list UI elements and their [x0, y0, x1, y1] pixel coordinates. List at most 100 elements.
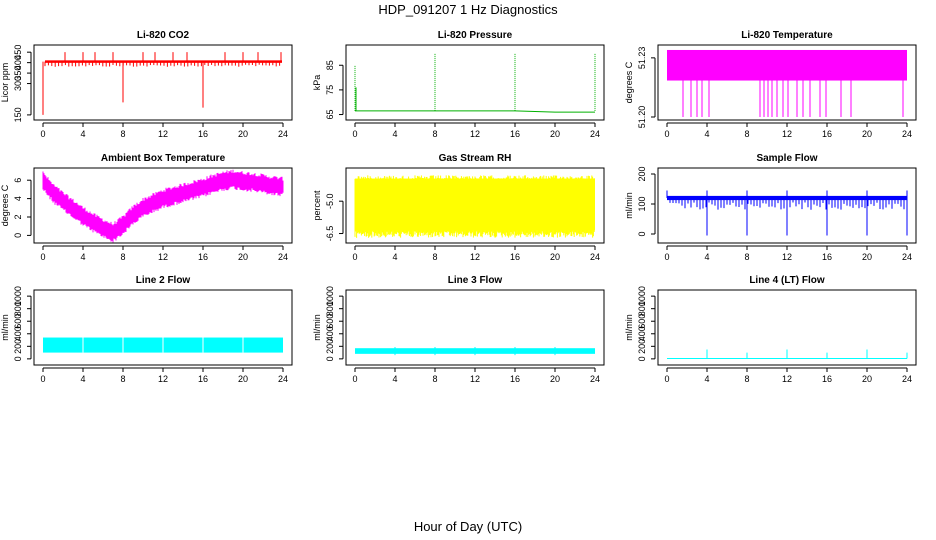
y-tick-label: 100 [637, 196, 647, 211]
x-tick-label: 12 [158, 129, 168, 139]
x-tick-label: 16 [822, 129, 832, 139]
x-tick-label: 0 [40, 374, 45, 384]
y-tick-label: 51.23 [637, 47, 647, 70]
x-tick-label: 4 [704, 129, 709, 139]
plot-frame [33, 167, 293, 244]
plot-frame [345, 44, 605, 121]
x-tick-label: 4 [392, 374, 397, 384]
y-tick-label: 600 [325, 314, 335, 329]
y-tick-label: 800 [325, 301, 335, 316]
y-tick-label: 0 [637, 356, 647, 361]
x-tick-label: 24 [278, 374, 288, 384]
y-tick-label: 200 [13, 339, 23, 354]
y-tick-label: 400 [637, 326, 647, 341]
data-layer [667, 49, 907, 117]
y-tick-label: 85 [325, 60, 335, 70]
x-tick-label: 24 [902, 129, 912, 139]
x-tick-label: 8 [120, 374, 125, 384]
y-tick-label: -6.5 [325, 226, 335, 242]
x-tick-label: 4 [80, 129, 85, 139]
x-tick-label: 16 [822, 252, 832, 262]
x-tick-label: 20 [238, 252, 248, 262]
x-tick-label: 4 [704, 374, 709, 384]
x-tick-label: 24 [902, 374, 912, 384]
y-tick-label: 600 [13, 314, 23, 329]
panel-9: Line 4 (LT) Flow ml/min 0 4 8 12 16 20 24 0 200400… [624, 275, 917, 384]
x-tick-label: 20 [238, 129, 248, 139]
y-tick-label: 800 [13, 301, 23, 316]
x-tick-label: 16 [510, 252, 520, 262]
x-tick-label: 0 [664, 374, 669, 384]
plot-frame [657, 289, 917, 366]
x-tick-label: 4 [80, 252, 85, 262]
panel-title: Li-820 Pressure [438, 30, 513, 41]
plot-frame [657, 44, 917, 121]
x-tick-label: 20 [550, 252, 560, 262]
panel-4: Ambient Box Temperature degrees C 0 4 8 12 16 2… [0, 153, 293, 262]
x-tick-label: 0 [40, 129, 45, 139]
x-tick-label: 12 [782, 252, 792, 262]
y-axis-title: degrees C [0, 184, 10, 226]
y-tick-label: 51.20 [637, 106, 647, 129]
panel-title: Li-820 Temperature [741, 30, 833, 41]
y-tick-label: 350 [13, 66, 23, 81]
y-axis-title: ml/min [312, 314, 322, 341]
x-tick-label: 4 [392, 129, 397, 139]
x-tick-label: 8 [432, 129, 437, 139]
panel-title: Ambient Box Temperature [101, 153, 226, 164]
y-tick-label: 0 [325, 356, 335, 361]
x-tick-label: 0 [40, 252, 45, 262]
x-tick-label: 24 [590, 252, 600, 262]
y-tick-label: 2 [13, 214, 23, 219]
panel-7: Line 2 Flow ml/min 0 4 8 12 16 20 24 0 20040060080… [0, 275, 293, 384]
y-tick-label: 200 [637, 166, 647, 181]
data-layer [355, 346, 595, 356]
x-tick-label: 20 [550, 374, 560, 384]
panel-6: Sample Flow ml/min 0 4 8 12 16 20 24 0 100 200 [624, 153, 917, 262]
x-tick-label: 24 [590, 374, 600, 384]
x-tick-label: 8 [120, 129, 125, 139]
x-tick-label: 24 [278, 252, 288, 262]
x-tick-label: 12 [158, 252, 168, 262]
pressure-line [355, 110, 595, 113]
panel-3: Li-820 Temperature degrees C 0 4 8 12 16 20 24 51… [624, 30, 917, 139]
y-tick-label: 450 [13, 45, 23, 60]
y-tick-label: 400 [13, 55, 23, 70]
x-tick-label: 16 [198, 374, 208, 384]
y-tick-label: 0 [13, 356, 23, 361]
data-layer [666, 190, 908, 236]
x-tick-label: 24 [902, 252, 912, 262]
x-tick-label: 8 [744, 129, 749, 139]
y-tick-label: 4 [13, 196, 23, 201]
x-tick-label: 8 [432, 374, 437, 384]
data-layer [43, 336, 283, 353]
event-region [761, 80, 786, 117]
x-tick-label: 8 [432, 252, 437, 262]
plot-frame [33, 289, 293, 366]
x-tick-label: 0 [664, 129, 669, 139]
y-tick-label: 0 [13, 233, 23, 238]
y-axis-title: ml/min [0, 314, 10, 341]
x-tick-label: 12 [470, 252, 480, 262]
panel-title: Gas Stream RH [439, 153, 512, 164]
y-tick-label: 400 [325, 326, 335, 341]
y-tick-label: 1000 [637, 286, 647, 306]
x-tick-label: 24 [278, 129, 288, 139]
x-tick-label: 12 [470, 374, 480, 384]
data-layer [42, 169, 284, 243]
panel-title: Line 4 (LT) Flow [749, 275, 825, 286]
y-tick-label: 800 [637, 301, 647, 316]
data-layer [354, 175, 595, 238]
x-axis-label: Hour of Day (UTC) [413, 519, 523, 534]
x-tick-label: 12 [158, 374, 168, 384]
y-axis-title: ml/min [624, 192, 634, 219]
plot-frame [657, 167, 917, 244]
data-layer [42, 52, 282, 115]
y-tick-label: 75 [325, 85, 335, 95]
x-tick-label: 16 [198, 129, 208, 139]
y-tick-label: 150 [13, 107, 23, 122]
plot-frame [33, 44, 293, 121]
panel-title: Sample Flow [756, 153, 817, 164]
y-tick-label: -5.0 [325, 193, 335, 209]
y-tick-label: 65 [325, 110, 335, 120]
